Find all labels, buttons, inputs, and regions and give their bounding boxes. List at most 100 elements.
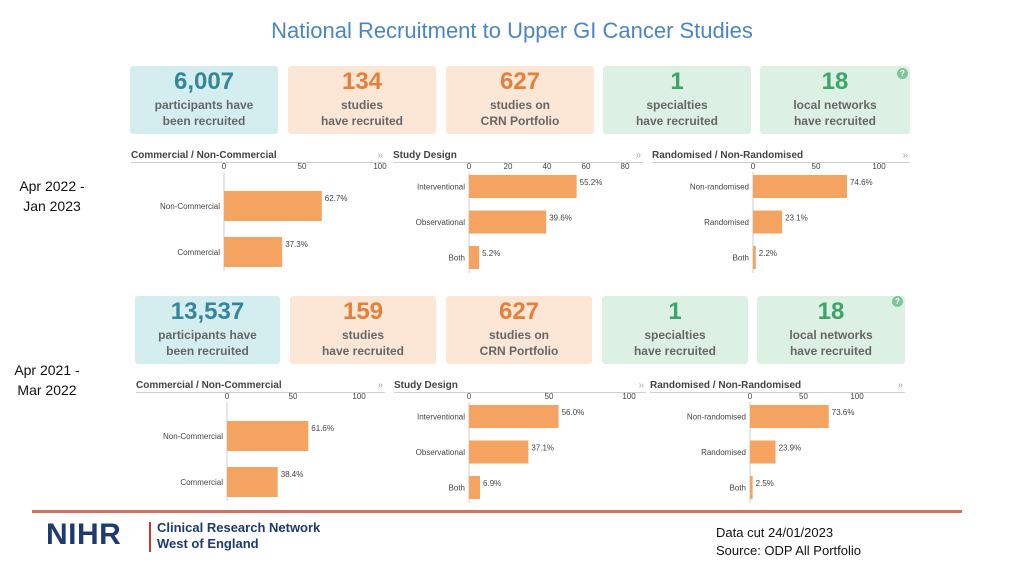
expand-chevron-icon[interactable]: » [638, 380, 644, 391]
axis-tick-label: 40 [543, 162, 552, 171]
footer-divider [32, 510, 962, 513]
chart-randomised-panel: Randomised / Non-Randomised » 0 50 100 Non-… [650, 380, 905, 520]
period-label-line1: Apr 2022 - [19, 178, 85, 194]
chart-study-design-panel: Study Design » 0 20 40 60 80 Interventional 55… [393, 150, 643, 290]
expand-chevron-icon[interactable]: » [635, 150, 641, 161]
chart-svg: 0 50 100 Interventional 56.0% Observational 37… [416, 392, 636, 503]
axis-tick-label: 0 [751, 162, 756, 171]
chart-study-design-panel: Study Design » 0 50 100 Interventional 56.0%… [394, 380, 646, 520]
chart-commercial-panel: Commercial / Non-Commercial » 0 50 100 Non-… [136, 380, 385, 520]
card-value: 13,537 [170, 298, 245, 325]
chart-header: Randomised / Non-Randomised » [652, 150, 910, 163]
expand-chevron-icon[interactable]: » [897, 380, 903, 391]
axis-tick-label: 80 [621, 162, 630, 171]
card-studies-portfolio: 627 studies on CRN Portfolio [446, 296, 592, 364]
expand-chevron-icon[interactable]: » [377, 380, 383, 391]
page-title: National Recruitment to Upper GI Cancer … [271, 18, 753, 43]
nihr-logo: NIHR [46, 518, 122, 551]
bar [750, 476, 753, 499]
category-label: Both [449, 254, 465, 263]
chart-header: Study Design » [393, 150, 643, 163]
data-label: 37.3% [285, 240, 308, 249]
card-label-line2: have recruited [633, 344, 717, 358]
data-source: Source: ODP All Portfolio [716, 543, 861, 558]
axis-tick-label: 100 [872, 162, 886, 171]
period-label-line1: Apr 2021 - [14, 362, 80, 378]
help-icon[interactable]: ? [897, 68, 908, 79]
chart-title: Study Design [394, 380, 458, 391]
help-icon[interactable]: ? [892, 296, 903, 307]
card-value: 134 [341, 68, 383, 95]
card-label-line2: been recruited [166, 344, 249, 358]
bar [753, 246, 756, 269]
period-label-2: Apr 2021 - Mar 2022 [0, 360, 102, 400]
bar [469, 476, 481, 499]
data-source-note: Data cut 24/01/2023 Source: ODP All Port… [716, 524, 861, 560]
category-label: Interventional [417, 413, 465, 422]
card-value: 18 [817, 298, 845, 325]
category-label: Non-randomised [687, 413, 746, 422]
axis-tick-label: 20 [504, 162, 513, 171]
card-label-line2: CRN Portfolio [479, 344, 559, 358]
card-value: 6,007 [173, 68, 235, 95]
card-label-line1: local networks [789, 328, 873, 342]
category-label: Randomised [704, 218, 749, 227]
expand-chevron-icon[interactable]: » [902, 150, 908, 161]
card-label-line2: have recruited [789, 344, 873, 358]
data-label: 5.2% [482, 249, 500, 258]
chart-svg: 0 50 100 Non-Commercial 61.6% Commercial 38.4% [163, 392, 366, 501]
card-local-networks: 18 local networks have recruited [757, 296, 905, 364]
chart-header: Commercial / Non-Commercial » [131, 150, 385, 163]
data-label: 2.2% [759, 249, 777, 258]
card-label-line1: participants have [154, 98, 254, 112]
bar [469, 405, 559, 428]
axis-tick-label: 50 [812, 162, 821, 171]
chart-svg: 0 50 100 Non-Commercial 62.7% Commercial 37.3% [160, 162, 387, 271]
axis-tick-label: 60 [582, 162, 591, 171]
category-label: Randomised [701, 448, 746, 457]
axis-tick-label: 0 [748, 392, 753, 401]
chart-svg: 0 50 100 Non-randomised 74.6% Randomised 23.1%… [690, 162, 886, 273]
axis-tick-label: 0 [467, 392, 472, 401]
bar [750, 440, 776, 464]
axis-tick-label: 50 [289, 392, 298, 401]
chart-randomised-panel: Randomised / Non-Randomised » 0 50 100 Non-… [652, 150, 910, 290]
expand-chevron-icon[interactable]: » [377, 150, 383, 161]
card-participants: 6,007 participants have been recruited [130, 66, 278, 134]
axis-tick-label: 50 [545, 392, 554, 401]
period-label-line2: Mar 2022 [17, 382, 77, 398]
category-label: Commercial [180, 478, 223, 487]
card-label-line1: studies [340, 98, 383, 112]
bar [469, 175, 577, 198]
card-label-line2: have recruited [635, 114, 719, 128]
axis-tick-label: 0 [222, 162, 227, 171]
axis-tick-label: 0 [225, 392, 230, 401]
bar [227, 467, 278, 497]
data-label: 37.1% [531, 444, 554, 453]
bar [224, 237, 283, 267]
data-label: 6.9% [483, 479, 501, 488]
card-label-line1: participants have [158, 328, 257, 342]
category-label: Non-randomised [690, 183, 749, 192]
bar [469, 210, 547, 234]
data-label: 56.0% [562, 408, 585, 417]
category-label: Observational [416, 218, 466, 227]
card-value: 18 [821, 68, 849, 95]
card-value: 1 [668, 298, 682, 325]
data-label: 74.6% [850, 178, 873, 187]
card-label-line2: have recruited [320, 114, 404, 128]
chart-svg: 0 20 40 60 80 Interventional 55.2% Observationa… [416, 162, 630, 273]
data-label: 2.5% [756, 479, 774, 488]
axis-tick-label: 100 [622, 392, 636, 401]
bar [753, 210, 783, 234]
card-label-line1: specialties [646, 98, 708, 112]
card-label-line2: CRN Portfolio [480, 114, 560, 128]
chart-svg: 0 50 100 Non-randomised 73.6% Randomised 23.9%… [687, 392, 864, 503]
category-label: Commercial [177, 248, 220, 257]
network-name: Clinical Research Network West of Englan… [157, 520, 320, 552]
data-label: 23.9% [779, 444, 802, 453]
card-label-line1: specialties [644, 328, 706, 342]
chart-title: Study Design [393, 150, 457, 161]
category-label: Both [733, 254, 749, 263]
card-value: 627 [499, 68, 541, 95]
